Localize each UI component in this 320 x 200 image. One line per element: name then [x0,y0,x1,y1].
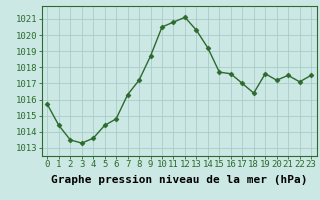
X-axis label: Graphe pression niveau de la mer (hPa): Graphe pression niveau de la mer (hPa) [51,175,308,185]
